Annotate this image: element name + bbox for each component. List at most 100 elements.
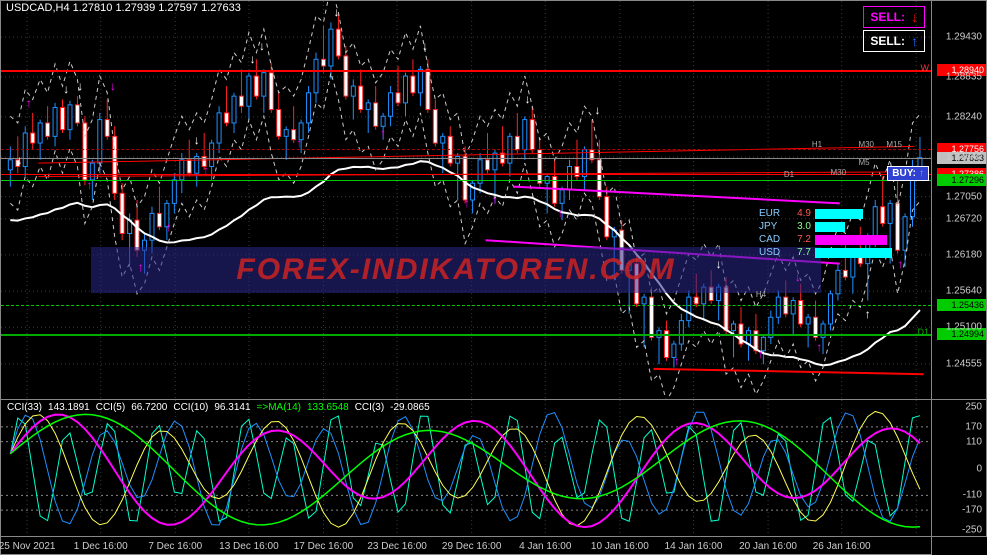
cci-value: 143.1891 [48, 402, 90, 413]
cci-value: CCI(5) [96, 402, 125, 413]
time-tick: 25 Nov 2021 [0, 541, 55, 552]
sell-signal-2: SELL: ↑ [863, 30, 925, 52]
cci-indicator-pane[interactable]: CCI(33) 143.1891 CCI(5) 66.7200 CCI(10) 96.31… [0, 400, 932, 537]
cci-value: 66.7200 [131, 402, 167, 413]
time-tick: 7 Dec 16:00 [148, 541, 202, 552]
currency-value: 4.9 [789, 208, 811, 219]
currency-value: 3.0 [789, 221, 811, 232]
signal-arrow-icon: ↑ [758, 347, 764, 361]
timeframe-label: M15 [886, 140, 902, 149]
horizontal-level [1, 334, 931, 336]
price-tick: 1.29430 [946, 32, 982, 43]
signal-arrow-icon: ↓ [77, 79, 83, 93]
cci-tick: -170 [962, 505, 982, 516]
down-arrow-icon: ↓ [911, 9, 918, 25]
timeframe-label: M30 [830, 168, 846, 177]
cci-tick: -110 [963, 490, 982, 501]
time-axis: 25 Nov 2021 1 Dec 16:00 7 Dec 16:00 13 Dec … [0, 537, 932, 555]
currency-value: 7.7 [789, 247, 811, 258]
cci-tick: 170 [965, 421, 982, 432]
cci-axis: 2501701100-110-170-250 [932, 400, 987, 537]
strength-bar [815, 248, 892, 258]
signal-arrow-icon: ↓ [110, 79, 116, 93]
price-tick: 1.26720 [946, 213, 982, 224]
cci-layer [1, 400, 931, 536]
signal-arrow-icon: ↓ [63, 82, 69, 96]
signal-arrow-icon: ↑ [26, 96, 32, 110]
signal-arrow-icon: ↓ [594, 103, 600, 117]
signal-arrow-icon: ↑ [203, 163, 209, 177]
time-tick: 4 Jan 16:00 [519, 541, 571, 552]
cci-value: CCI(33) [7, 402, 42, 413]
cci-title: CCI(33) 143.1891 CCI(5) 66.7200 CCI(10) 96.31… [7, 402, 436, 413]
currency-strength-panel: EUR 4.9 JPY 3.0 CAD 7.2 USD 7.7 [759, 207, 892, 259]
currency-label: JPY [759, 221, 785, 232]
horizontal-level [1, 305, 931, 306]
price-tick: 1.24555 [946, 358, 982, 369]
price-tick: 1.27050 [946, 191, 982, 202]
price-tick: 1.27640 [946, 152, 982, 163]
sell-signal-1: SELL: ↓ [863, 6, 925, 28]
signal-arrow-icon: ↑ [296, 136, 302, 150]
price-tick: 1.26180 [946, 249, 982, 260]
price-axis: 1.294301.288351.282401.276401.270501.267… [932, 0, 987, 400]
horizontal-level [1, 180, 931, 181]
signal-arrow-icon: ↑ [865, 307, 871, 321]
cci-value: -29.0865 [390, 402, 429, 413]
signal-arrow-icon: ↑ [674, 354, 680, 368]
sell-label-2: SELL: [870, 34, 905, 48]
cci-value: 96.3141 [214, 402, 250, 413]
currency-label: EUR [759, 208, 785, 219]
signal-arrow-icon: ↑ [492, 193, 498, 207]
signal-arrow-icon: ↓ [716, 257, 722, 271]
price-tick: 1.25100 [946, 322, 982, 333]
sell-label-1: SELL: [870, 10, 905, 24]
signal-arrow-icon: ↓ [525, 92, 531, 106]
price-tick: 1.25640 [946, 286, 982, 297]
signal-box: SELL: ↓ SELL: ↑ [863, 6, 925, 54]
signal-arrow-icon: ↑ [557, 206, 563, 220]
time-tick: 26 Jan 16:00 [813, 541, 871, 552]
timeframe-label: M5 [858, 158, 869, 167]
time-tick: 14 Jan 16:00 [665, 541, 723, 552]
signal-arrow-icon: ↑ [166, 220, 172, 234]
price-tick: 1.28835 [946, 72, 982, 83]
horizontal-level [1, 158, 931, 159]
time-tick: 23 Dec 16:00 [367, 541, 427, 552]
signal-arrow-icon: ↑ [87, 178, 93, 192]
signal-arrow-icon: ↑ [138, 260, 144, 274]
signal-arrow-icon: ↓ [334, 5, 340, 19]
signal-arrow-icon: ↓ [422, 39, 428, 53]
timeframe-label: H1 [812, 140, 822, 149]
signal-arrow-icon: ↓ [250, 52, 256, 66]
timeframe-label: D1 [784, 170, 794, 179]
cci-value: CCI(3) [355, 402, 384, 413]
time-tick: 13 Dec 16:00 [219, 541, 279, 552]
cci-value: 133.6548 [307, 402, 349, 413]
time-tick: 29 Dec 16:00 [442, 541, 502, 552]
currency-label: CAD [759, 234, 785, 245]
signal-arrow-icon: ↓ [194, 133, 200, 147]
up-arrow-icon: ↑ [911, 33, 918, 49]
cci-tick: 0 [976, 463, 982, 474]
strength-bar [815, 209, 863, 219]
cci-tick: -250 [962, 524, 982, 535]
chart-title: USDCAD,H4 1.27810 1.27939 1.27597 1.2763… [6, 2, 241, 14]
signal-arrow-icon: ↓ [17, 153, 23, 167]
signal-arrow-icon: ↓ [259, 39, 265, 53]
time-tick: 10 Jan 16:00 [591, 541, 649, 552]
time-tick: 17 Dec 16:00 [294, 541, 354, 552]
timeframe-label: M30 [858, 140, 874, 149]
horizontal-level [1, 149, 931, 150]
cci-tick: 110 [966, 436, 982, 447]
time-tick: 20 Jan 16:00 [739, 541, 797, 552]
currency-label: USD [759, 247, 785, 258]
price-chart-pane[interactable]: FOREX-INDIKATOREN.COM 1.28940W1.277561.2… [0, 0, 932, 400]
watermark: FOREX-INDIKATOREN.COM [91, 247, 821, 293]
signal-arrow-icon: ↓ [795, 270, 801, 284]
time-tick: 1 Dec 16:00 [74, 541, 128, 552]
cci-value: =>MA(14) [257, 402, 301, 413]
signal-arrow-icon: ↑ [464, 196, 470, 210]
cci-value: CCI(10) [173, 402, 208, 413]
strength-bar [815, 235, 887, 245]
